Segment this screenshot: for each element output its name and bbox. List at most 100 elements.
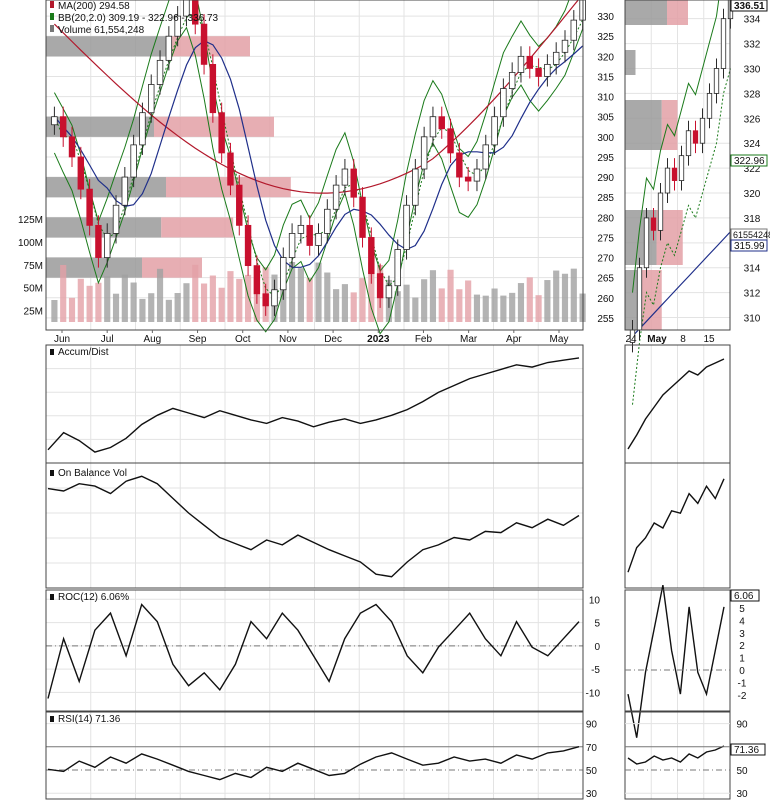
zoom-price-tick-330: 330 xyxy=(744,64,761,75)
candle-body-34 xyxy=(350,168,357,198)
candle-body-23 xyxy=(253,265,261,295)
on-balance-volume-panel: On Balance Vol xyxy=(45,462,731,589)
candle-body-53 xyxy=(517,55,525,73)
volume-bar-19 xyxy=(218,287,225,322)
zoom-price-series xyxy=(629,0,734,405)
volume-bar-45 xyxy=(447,269,454,322)
bb-legend-swatch xyxy=(50,13,54,20)
zoom-panel: 334332330328326324322320318316314312310 … xyxy=(624,0,770,405)
volume-bar-49 xyxy=(482,295,489,322)
candle-body-41 xyxy=(412,168,419,206)
price-tick-275: 275 xyxy=(597,233,614,244)
candle-body-17 xyxy=(200,23,208,65)
price-tick-260: 260 xyxy=(597,294,614,305)
volume-bar-14 xyxy=(174,293,181,322)
candle-body-6 xyxy=(104,233,111,258)
rsi-zoom-tick-3: 30 xyxy=(736,789,748,800)
candle-body-15 xyxy=(183,0,190,17)
candle-body-38 xyxy=(385,285,393,299)
candle-body-52 xyxy=(508,72,516,89)
candle-body-10 xyxy=(139,112,146,146)
roc-zoom-tick-1: 4 xyxy=(739,616,745,627)
price-tick-290: 290 xyxy=(597,173,614,184)
volume-bar-9 xyxy=(130,282,137,322)
zoom-price-tick-318: 318 xyxy=(744,214,761,225)
zoom-price-tick-314: 314 xyxy=(744,264,761,275)
candle-body-36 xyxy=(368,237,375,275)
price-tick-280: 280 xyxy=(597,213,614,224)
candle-body-31 xyxy=(324,208,331,234)
month-axis: Jun Jul Aug Sep Oct Nov Dec 2023 Feb Mar Apr May xyxy=(54,330,568,345)
zoom-price-tick-310: 310 xyxy=(744,314,761,325)
volume-bar-41 xyxy=(412,297,419,322)
month-label-Jun: Jun xyxy=(54,334,70,345)
volume-bar-28 xyxy=(297,268,304,322)
roc-tick-2: 0 xyxy=(594,642,600,653)
volume-tick-100M: 100M xyxy=(18,238,43,249)
accum-dist-label: Accum/Dist xyxy=(58,347,109,358)
price-axis: 330 325 320 315 310 305 300 295 290 285 280 275 270 2… xyxy=(597,12,614,325)
roc-axis: 10 5 0 -5 -10 xyxy=(586,595,601,699)
volume-bar-59 xyxy=(570,268,577,322)
roc-zoom-tick-3: 2 xyxy=(739,641,745,652)
volume-bar-8 xyxy=(121,274,128,322)
volume-bar-42 xyxy=(421,279,428,322)
month-label-Oct: Oct xyxy=(235,334,251,345)
bb-mid-tag xyxy=(730,154,768,167)
month-label-Aug: Aug xyxy=(143,334,161,345)
volume-bar-58 xyxy=(561,273,569,322)
candle-body-11 xyxy=(148,84,155,114)
volume-bar-2 xyxy=(68,297,76,322)
zoom-candle-body-3 xyxy=(650,217,657,231)
candle-body-14 xyxy=(174,15,181,37)
rsi-zoom-axis: 90 50 30 xyxy=(625,720,748,800)
month-label-2023: 2023 xyxy=(367,334,390,345)
month-label-Dec: Dec xyxy=(324,334,342,345)
ma200-legend-swatch xyxy=(50,1,54,8)
rsi-zoom-tick-0: 90 xyxy=(736,720,748,731)
roc-swatch xyxy=(50,594,54,600)
candle-body-29 xyxy=(306,224,313,246)
volume-bar-46 xyxy=(456,289,463,322)
zoom-price-tick-326: 326 xyxy=(744,114,761,125)
profile-bar-up-1 xyxy=(46,116,154,137)
candle-body-26 xyxy=(280,257,287,291)
volume-bar-20 xyxy=(227,271,234,322)
rsi-panel: RSI(14) 71.36 90 70 50 30 90 50 30 71.36 xyxy=(45,711,766,800)
zoom-profile-up-2 xyxy=(625,100,662,150)
candle-body-4 xyxy=(86,188,93,226)
volume-bar-48 xyxy=(473,294,481,322)
zoom-candle-body-9 xyxy=(692,130,699,144)
roc-zoom-frame xyxy=(624,589,731,712)
zoom-candle-body-4 xyxy=(657,192,664,231)
price-tick-255: 255 xyxy=(597,314,614,325)
price-tick-285: 285 xyxy=(597,193,614,204)
volume-bar-43 xyxy=(429,270,437,322)
candle-body-49 xyxy=(482,144,489,170)
volume-bar-55 xyxy=(535,295,542,322)
roc-zoom-tick-6: -1 xyxy=(738,678,747,689)
volume-tick-25M: 25M xyxy=(24,307,43,318)
candle-body-39 xyxy=(394,249,401,287)
zoom-price-tick-324: 324 xyxy=(744,139,761,150)
rsi-last-tag xyxy=(730,743,766,756)
candle-body-58 xyxy=(561,39,569,53)
candle-body-28 xyxy=(297,224,305,234)
month-label-Apr: Apr xyxy=(506,334,522,345)
price-panel-frame xyxy=(45,0,584,331)
rsi-tick-3: 30 xyxy=(586,789,598,800)
volume-bar-10 xyxy=(139,298,146,322)
volume-bar-54 xyxy=(526,277,533,322)
candle-body-48 xyxy=(473,168,481,182)
candle-body-47 xyxy=(464,176,472,182)
zoom-price-tick-334: 334 xyxy=(744,15,761,26)
candle-body-57 xyxy=(552,51,560,65)
zoom-candle-body-13 xyxy=(720,18,727,69)
volume-tag-value: 61554248 xyxy=(733,230,770,240)
price-panel: 330 325 320 315 310 305 300 295 290 285 280 275 270 2… xyxy=(18,0,614,345)
price-series xyxy=(51,0,586,335)
zoom-price-tick-332: 332 xyxy=(744,40,761,51)
volume-bar-22 xyxy=(244,274,252,322)
